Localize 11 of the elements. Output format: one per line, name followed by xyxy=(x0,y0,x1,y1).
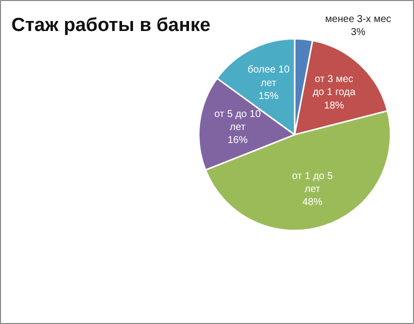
data-label: 15% xyxy=(258,91,279,102)
slice-label: менее 3-х мес xyxy=(325,14,392,25)
slice-label: от 1 до 5 лет xyxy=(292,170,334,195)
chart-title: Стаж работы в банке xyxy=(11,15,210,36)
data-label: 16% xyxy=(228,135,248,146)
slice-label: от 3 мес до 1 года xyxy=(312,74,356,98)
slice-label: от 5 до 10 лет xyxy=(214,108,262,133)
data-label: 48% xyxy=(302,197,323,208)
data-label: 3% xyxy=(350,27,366,38)
slice-label: более 10 лет xyxy=(248,64,290,89)
data-label: 18% xyxy=(324,100,344,112)
